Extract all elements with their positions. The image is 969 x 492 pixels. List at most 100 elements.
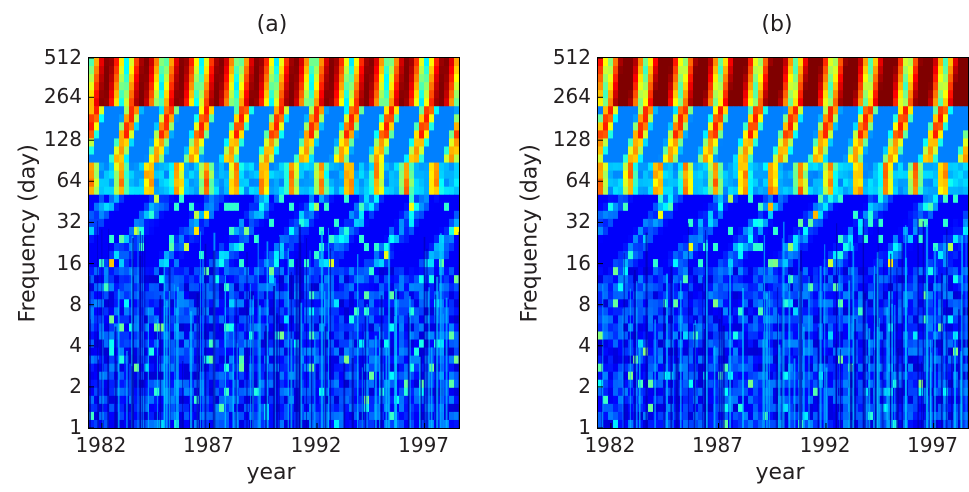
heatmap-cell [364, 146, 370, 156]
heatmap-cell [239, 178, 245, 188]
heatmap-cell [943, 186, 949, 196]
heatmap-cell [803, 178, 809, 188]
heatmap-cell [94, 363, 100, 373]
heatmap-cell [294, 74, 300, 83]
heatmap-cell [943, 58, 949, 67]
heatmap-cell [853, 130, 859, 140]
heatmap-cell [174, 194, 180, 204]
heatmap-cell [214, 299, 220, 308]
heatmap-cell [758, 130, 764, 140]
heatmap-cell [209, 162, 215, 172]
heatmap-cell [279, 90, 285, 99]
heatmap-cell [89, 355, 95, 365]
heatmap-cell [638, 98, 644, 107]
heatmap-cell [249, 122, 255, 131]
heatmap-cell [194, 74, 200, 83]
heatmap-cell [124, 210, 130, 220]
heatmap-cell [139, 82, 145, 91]
heatmap-cell [768, 170, 774, 180]
heatmap-cell [249, 210, 255, 220]
heatmap-cell [224, 58, 230, 67]
heatmap-cell [94, 74, 100, 83]
heatmap-cell [314, 186, 320, 196]
heatmap-cell [369, 146, 375, 156]
heatmap-cell [179, 66, 185, 75]
heatmap-cell [898, 178, 904, 188]
heatmap-cell [109, 58, 115, 67]
heatmap-cell [693, 114, 699, 123]
heatmap-cell [364, 98, 370, 107]
heatmap-cell [623, 202, 629, 212]
heatmap-cell [853, 162, 859, 172]
heatmap-cell [134, 299, 140, 308]
heatmap-cell [284, 251, 290, 260]
heatmap-cell [354, 194, 360, 204]
heatmap-cell [434, 58, 440, 67]
heatmap-cell [713, 138, 719, 148]
heatmap-cell [274, 210, 280, 220]
heatmap-cell [404, 275, 410, 284]
heatmap-cell [219, 226, 225, 236]
heatmap-cell [99, 138, 105, 148]
heatmap-cell [389, 331, 395, 341]
heatmap-cell [204, 154, 210, 164]
heatmap-cell [688, 122, 694, 131]
heatmap-cell [913, 178, 919, 188]
heatmap-cell [329, 66, 335, 75]
heatmap-cell [868, 202, 874, 212]
heatmap-cell [404, 170, 410, 180]
heatmap-cell [449, 339, 455, 349]
heatmap-cell [688, 98, 694, 107]
heatmap-cell [324, 363, 330, 373]
heatmap-cell [958, 114, 964, 123]
heatmap-cell [314, 347, 320, 357]
heatmap-cell [319, 98, 325, 107]
heatmap-cell [94, 283, 100, 292]
heatmap-cell [164, 194, 170, 204]
heatmap-cell [439, 106, 445, 115]
heatmap-cell [334, 66, 340, 75]
heatmap-cell [114, 162, 120, 172]
heatmap-cell [254, 363, 260, 373]
heatmap-cell [114, 202, 120, 212]
heatmap-cell [269, 267, 275, 276]
heatmap-cell [633, 114, 639, 123]
heatmap-cell [154, 243, 160, 252]
heatmap-cell [389, 275, 395, 284]
heatmap-cell [738, 154, 744, 164]
heatmap-cell [329, 170, 335, 180]
heatmap-cell [254, 283, 260, 292]
heatmap-cell [124, 202, 130, 212]
heatmap-cell [439, 146, 445, 156]
heatmap-cell [144, 419, 150, 428]
heatmap-cell [813, 130, 819, 140]
heatmap-cell [419, 323, 425, 333]
heatmap-cell [963, 202, 968, 212]
heatmap-cell [89, 315, 95, 325]
heatmap-cell [708, 66, 714, 75]
heatmap-cell [788, 90, 794, 99]
heatmap-cell [394, 58, 400, 67]
heatmap-cell [214, 251, 220, 260]
heatmap-cell [688, 210, 694, 220]
heatmap-cell [678, 106, 684, 115]
heatmap-cell [848, 114, 854, 123]
heatmap-cell [878, 130, 884, 140]
heatmap-cell [139, 411, 145, 421]
heatmap-cell [668, 114, 674, 123]
heatmap-cell [299, 251, 305, 260]
heatmap-cell [154, 419, 160, 428]
heatmap-cell [134, 307, 140, 316]
heatmap-cell [129, 178, 135, 188]
heatmap-cell [244, 226, 250, 236]
heatmap-cell [139, 66, 145, 75]
heatmap-cell [259, 130, 265, 140]
heatmap-cell [184, 98, 190, 107]
heatmap-cell [394, 122, 400, 131]
heatmap-cell [359, 243, 365, 252]
heatmap-cell [199, 315, 205, 325]
heatmap-cell [404, 363, 410, 373]
heatmap-cell [264, 170, 270, 180]
heatmap-cell [843, 138, 849, 148]
heatmap-cell [339, 218, 345, 228]
